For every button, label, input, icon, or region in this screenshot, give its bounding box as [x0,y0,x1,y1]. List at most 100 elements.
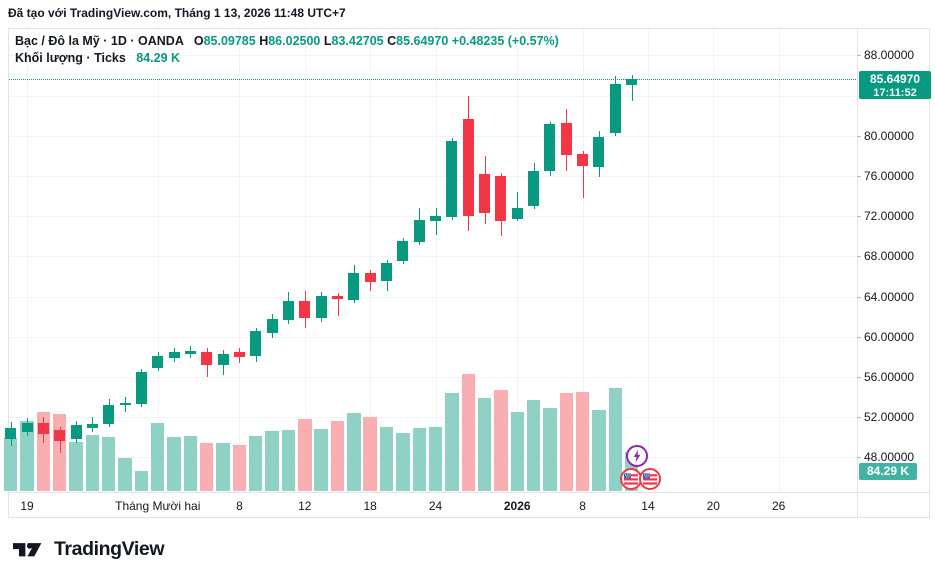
candle-body[interactable] [119,403,131,406]
volume-bar[interactable] [151,422,165,491]
volume-bar[interactable] [167,436,181,491]
time-axis-label[interactable]: 8 [236,499,243,513]
candle-body[interactable] [479,173,491,214]
volume-bar[interactable] [559,392,573,491]
exchange[interactable]: OANDA [138,34,184,48]
price-axis-label[interactable]: 80.00000 [864,128,915,143]
candle-body[interactable] [348,273,360,300]
candle-body[interactable] [233,351,245,357]
price-axis-label[interactable]: 88.00000 [864,48,915,63]
candle-body[interactable] [282,300,294,320]
volume-row[interactable]: Khối lượng · Ticks 84.29 K [15,50,559,67]
time-axis-label[interactable]: 19 [20,499,34,513]
volume-bar[interactable] [183,435,198,491]
volume-bar[interactable] [134,471,149,491]
candle-body[interactable] [511,208,523,220]
price-axis-label[interactable]: 76.00000 [864,169,915,183]
us-flag-event-icon[interactable] [638,467,662,496]
timeframe[interactable]: 1D [110,34,127,48]
candle-body[interactable] [495,176,507,222]
candle-body[interactable] [332,295,343,299]
time-axis-label[interactable]: 14 [641,499,655,513]
volume-bar[interactable] [249,435,263,491]
volume-bar[interactable] [69,441,83,491]
symbol-row[interactable]: Bạc / Đô la Mỹ · 1D · OANDA O85.09785 H8… [15,33,559,50]
candle-body[interactable] [184,350,196,354]
volume-bar[interactable] [575,391,590,491]
tradingview-logo[interactable]: TradingView [13,538,165,561]
symbol-name[interactable]: Bạc / Đô la Mỹ [15,34,100,48]
volume-bar[interactable] [20,421,34,491]
time-axis-label[interactable]: 12 [298,499,312,513]
price-axis-label[interactable]: 52.00000 [864,410,915,425]
candle-body[interactable] [626,79,638,85]
price-axis-label[interactable]: 68.00000 [864,249,915,264]
candle-body[interactable] [397,241,409,262]
volume-bar[interactable] [543,408,557,491]
volume-bar[interactable] [102,436,116,491]
volume-bar[interactable] [347,413,361,491]
candle-body[interactable] [103,405,115,425]
price-axis-label[interactable]: 56.00000 [864,370,915,384]
time-axis-label[interactable]: 8 [579,499,586,513]
volume-bar[interactable] [396,433,410,491]
volume-bar[interactable] [232,445,247,491]
volume-bar[interactable] [412,428,426,491]
volume-bar[interactable] [477,397,492,491]
volume-bar[interactable] [510,411,524,491]
candle-body[interactable] [250,330,262,356]
candle-body[interactable] [168,351,180,358]
volume-bar[interactable] [445,392,459,491]
time-axis-label[interactable]: 20 [706,499,720,513]
candle-body[interactable] [430,216,442,222]
candle-body[interactable] [381,263,393,281]
price-axis-label[interactable]: 72.00000 [864,209,915,224]
candle-body[interactable] [299,300,311,318]
time-axis-label[interactable]: 18 [363,499,377,513]
volume-bar[interactable] [592,409,606,491]
volume-bar[interactable] [200,442,214,491]
volume-mode[interactable]: Ticks [94,51,126,65]
candle-body[interactable] [413,220,425,243]
volume-bar[interactable] [608,388,622,491]
candle-body[interactable] [5,428,17,440]
volume-bar[interactable] [85,434,100,491]
candle-body[interactable] [462,118,474,217]
time-axis-label[interactable]: 2026 [503,499,531,513]
candle-body[interactable] [70,425,82,440]
candle-body[interactable] [86,424,98,429]
candle-body[interactable] [593,136,605,167]
time-axis-label[interactable]: 24 [428,499,443,513]
volume-bar[interactable] [494,390,508,491]
volume-bar[interactable] [314,428,328,491]
candle-body[interactable] [315,295,327,318]
lightning-event-icon[interactable] [625,444,649,473]
candle-body[interactable] [135,371,147,405]
candle-body[interactable] [560,122,572,155]
volume-bar[interactable] [379,427,394,491]
candle-body[interactable] [544,123,556,171]
candle-body[interactable] [364,273,376,282]
candle-body[interactable] [152,355,164,368]
price-axis-label[interactable]: 48.00000 [864,450,915,465]
price-axis-label[interactable]: 60.00000 [864,329,915,344]
volume-bar[interactable] [363,416,377,491]
volume-bar[interactable] [265,430,279,491]
candle-body[interactable] [217,353,229,365]
candle-body[interactable] [446,140,458,218]
time-axis-label[interactable]: Tháng Mười hai [115,499,201,513]
candle-body[interactable] [37,423,49,435]
volume-bar[interactable] [526,399,541,491]
candle-body[interactable] [528,170,540,207]
candle-body[interactable] [577,153,589,166]
us-flag-event-icon[interactable] [619,467,643,496]
volume-bar[interactable] [461,373,475,491]
candle-body[interactable] [54,430,66,442]
candle-body[interactable] [201,351,213,365]
volume-bar[interactable] [330,421,345,491]
time-axis-label[interactable]: 26 [771,499,786,513]
price-axis-label[interactable]: 64.00000 [864,289,915,304]
candle-body[interactable] [609,83,621,133]
volume-bar[interactable] [118,458,132,491]
volume-bar[interactable] [216,442,230,491]
